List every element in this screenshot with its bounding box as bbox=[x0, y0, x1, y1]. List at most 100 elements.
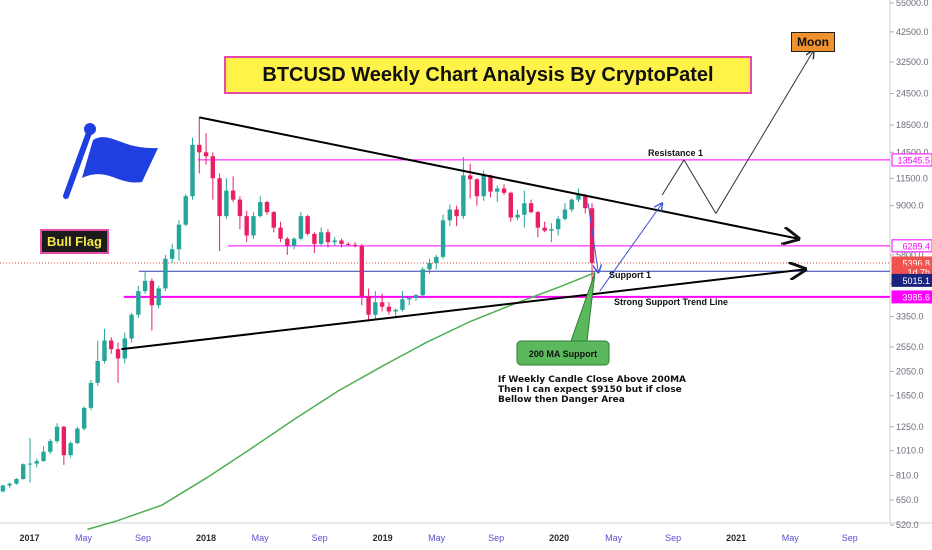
price-tick-label: 1010.0 bbox=[896, 446, 924, 456]
price-tick-label: 520.0 bbox=[896, 520, 919, 530]
price-tick-label: 2050.0 bbox=[896, 366, 924, 376]
candle-body bbox=[386, 306, 392, 312]
time-tick-label: Sep bbox=[312, 533, 328, 543]
candle-body bbox=[230, 190, 236, 200]
price-tick-label: 9000.0 bbox=[896, 201, 924, 211]
levels bbox=[0, 159, 890, 298]
candle-body bbox=[237, 199, 243, 217]
time-tick-label: May bbox=[782, 533, 800, 543]
ma-callout-box bbox=[516, 340, 610, 366]
candle-body bbox=[21, 464, 26, 480]
candle-body bbox=[325, 232, 331, 243]
candle-body bbox=[576, 195, 581, 200]
price-tick-label: 810.0 bbox=[896, 470, 919, 480]
price-tick-label: 3350.0 bbox=[896, 311, 924, 321]
candle-body bbox=[224, 190, 229, 217]
price-tag-label: 13545.5 bbox=[897, 155, 930, 165]
price-tick-label: 18500.0 bbox=[896, 120, 929, 130]
candle-body bbox=[542, 227, 547, 231]
candle-body bbox=[142, 280, 148, 292]
price-tick-label: 2550.0 bbox=[896, 342, 924, 352]
price-tag-label: 5396.8 bbox=[902, 258, 930, 268]
note-line-1: If Weekly Candle Close Above 200MA bbox=[498, 375, 687, 385]
time-tick-label: 2018 bbox=[196, 533, 216, 543]
candle-body bbox=[305, 216, 310, 234]
candle-body bbox=[136, 291, 141, 315]
candle-body bbox=[0, 485, 6, 492]
candle-body bbox=[366, 296, 371, 315]
time-tick-label: 2021 bbox=[726, 533, 746, 543]
rebound-arrow bbox=[599, 203, 662, 292]
candle-body bbox=[346, 243, 351, 245]
price-tick-label: 5800.0 bbox=[896, 250, 924, 260]
price-tag-label: 5015.1 bbox=[902, 276, 930, 286]
candle-body bbox=[41, 451, 46, 462]
candle-body bbox=[54, 426, 60, 442]
candle-body bbox=[562, 209, 568, 219]
candle-body bbox=[169, 249, 175, 259]
price-tick-label: 1650.0 bbox=[896, 391, 924, 401]
price-tag-box bbox=[891, 153, 932, 167]
candle-body bbox=[461, 175, 466, 217]
candles bbox=[0, 117, 595, 493]
note-line-3: Bellow then Danger Area bbox=[498, 395, 625, 405]
drop-arrow bbox=[587, 203, 598, 272]
candle-body bbox=[555, 218, 561, 230]
candle-body bbox=[271, 212, 276, 228]
candle-body bbox=[176, 224, 182, 250]
candle-body bbox=[379, 302, 385, 307]
price-tick-label: 42500.0 bbox=[896, 27, 929, 37]
time-tick-label: Sep bbox=[488, 533, 504, 543]
bull-flag-label: Bull Flag bbox=[40, 229, 109, 254]
candle-body bbox=[515, 214, 520, 218]
candle-body bbox=[251, 216, 256, 236]
candle-body bbox=[508, 192, 513, 218]
time-tick-label: May bbox=[428, 533, 446, 543]
time-tick-label: Sep bbox=[135, 533, 151, 543]
candle-body bbox=[420, 269, 425, 296]
candle-body bbox=[34, 461, 39, 464]
candle-body bbox=[156, 288, 161, 306]
candle-body bbox=[312, 233, 317, 244]
price-tag-label: 3985.6 bbox=[902, 292, 930, 302]
ma-callout-text: 200 MA Support bbox=[529, 349, 597, 359]
trendlines bbox=[121, 116, 805, 351]
candle-body bbox=[413, 295, 419, 298]
candle-body bbox=[81, 407, 87, 429]
candle-body bbox=[203, 152, 209, 157]
candle-body bbox=[258, 202, 263, 217]
candle-body bbox=[481, 175, 486, 197]
candle-body bbox=[589, 208, 595, 263]
strong-support-label: Strong Support Trend Line bbox=[614, 297, 728, 307]
candle-body bbox=[7, 483, 12, 486]
price-tick-label: 11500.0 bbox=[896, 173, 928, 183]
time-tick-label: May bbox=[605, 533, 623, 543]
candle-body bbox=[332, 240, 337, 243]
candle-body bbox=[291, 238, 297, 246]
candle-body bbox=[440, 220, 446, 257]
flag-icon bbox=[63, 123, 158, 199]
price-tag-box bbox=[891, 239, 932, 253]
grid bbox=[0, 0, 932, 524]
candle-body bbox=[75, 428, 80, 444]
candle-body bbox=[61, 426, 67, 456]
candle-body bbox=[244, 216, 249, 236]
upper-trendline bbox=[199, 116, 798, 238]
ma-callout-pointer bbox=[570, 272, 596, 342]
candle-body bbox=[163, 258, 168, 289]
candle-body bbox=[102, 340, 107, 361]
candle-body bbox=[583, 195, 588, 209]
time-tick-label: May bbox=[252, 533, 270, 543]
price-tag-box bbox=[891, 290, 932, 304]
candle-body bbox=[183, 196, 188, 225]
candle-body bbox=[400, 299, 405, 310]
candle-body bbox=[488, 175, 493, 192]
candle-body bbox=[427, 262, 432, 270]
projection-arrows bbox=[587, 50, 813, 292]
candle-body bbox=[495, 188, 500, 192]
candle-body bbox=[359, 245, 365, 297]
candle-body bbox=[149, 280, 155, 306]
candle-body bbox=[434, 256, 439, 263]
